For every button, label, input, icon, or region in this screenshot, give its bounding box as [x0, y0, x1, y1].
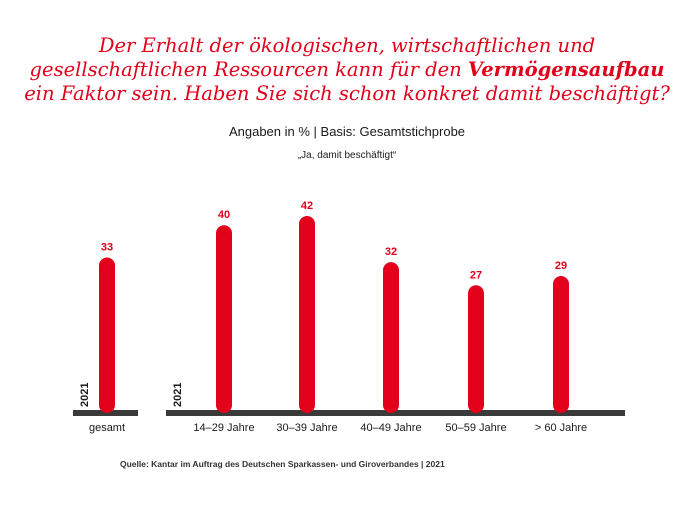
title-part: ein Faktor sein. Haben Sie sich schon ko…: [24, 82, 670, 105]
bar: [553, 276, 569, 413]
value-label: 29: [555, 260, 567, 272]
category-label: 50–59 Jahre: [445, 422, 506, 434]
value-label: 33: [101, 242, 113, 254]
value-label: 42: [301, 200, 313, 212]
source-note: Quelle: Kantar im Auftrag des Deutschen …: [120, 459, 445, 469]
year-label: 2021: [79, 383, 91, 407]
title-part: Der Erhalt der ökologischen, wirtschaftl…: [98, 34, 596, 57]
baseline: [166, 410, 625, 416]
bar: [216, 225, 232, 413]
bar: [383, 262, 399, 413]
value-label: 40: [218, 209, 230, 221]
category-label: gesamt: [89, 422, 125, 434]
bar: [99, 257, 115, 413]
value-label: 32: [385, 246, 397, 258]
title-part: gesellschaftlichen Ressourcen kann für d…: [29, 58, 468, 81]
category-label: 30–39 Jahre: [276, 422, 337, 434]
value-label: 27: [470, 269, 482, 281]
category-label: > 60 Jahre: [535, 422, 587, 434]
year-label: 2021: [172, 383, 184, 407]
chart-subtitle: Angaben in % | Basis: Gesamtstichprobe: [228, 124, 466, 139]
baseline: [73, 410, 138, 416]
title-part: Vermögensaufbau: [467, 58, 665, 81]
series-label: „Ja, damit beschäftigt“: [297, 150, 397, 161]
category-label: 14–29 Jahre: [193, 422, 254, 434]
bar: [299, 215, 315, 413]
category-label: 40–49 Jahre: [360, 422, 421, 434]
bar: [468, 285, 484, 413]
chart-title: Der Erhalt der ökologischen, wirtschaftl…: [0, 34, 694, 106]
